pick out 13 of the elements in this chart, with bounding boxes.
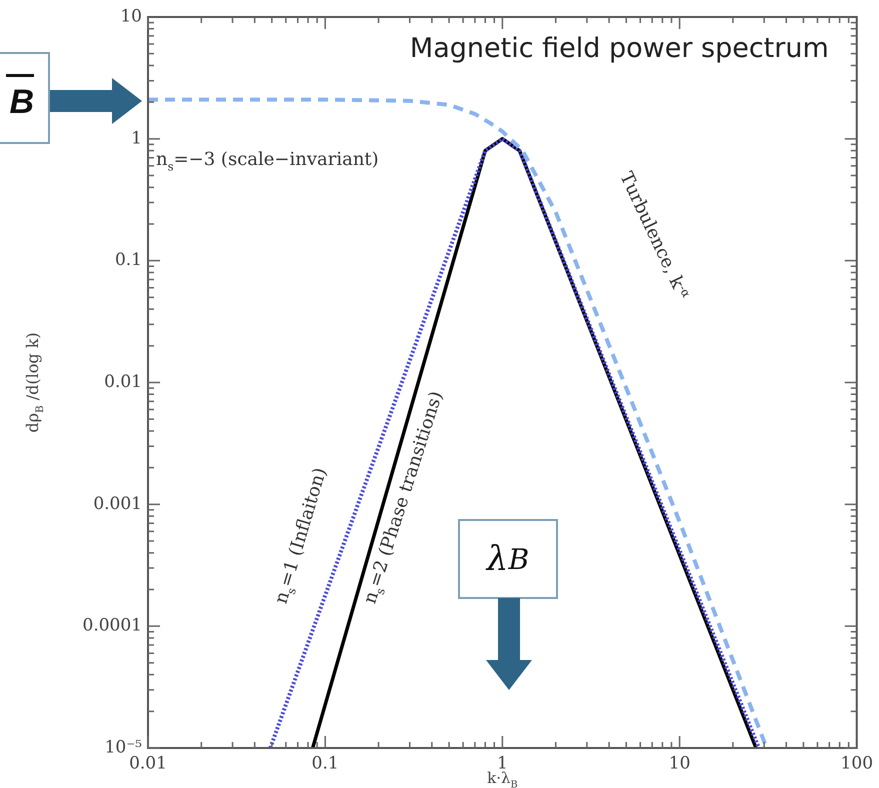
label-box: B: [0, 52, 50, 144]
x-tick-label: 100: [840, 754, 874, 774]
y-tick-label: 10⁻⁵: [104, 737, 142, 758]
x-tick-label: 0.1: [312, 754, 339, 774]
y-tick-label: 0.1: [114, 250, 142, 270]
y-tick-label: 0.01: [104, 372, 142, 392]
y-tick-label: 0.001: [93, 494, 142, 514]
x-tick-label: 10: [668, 754, 690, 774]
y-tick-label: 10: [120, 6, 142, 26]
text: Magnetic field power spectrum: [410, 33, 829, 64]
y-tick-label: 0.0001: [82, 616, 142, 636]
y-axis-title: dρB /d(log k): [23, 332, 46, 433]
y-tick-label: 1: [131, 128, 142, 148]
